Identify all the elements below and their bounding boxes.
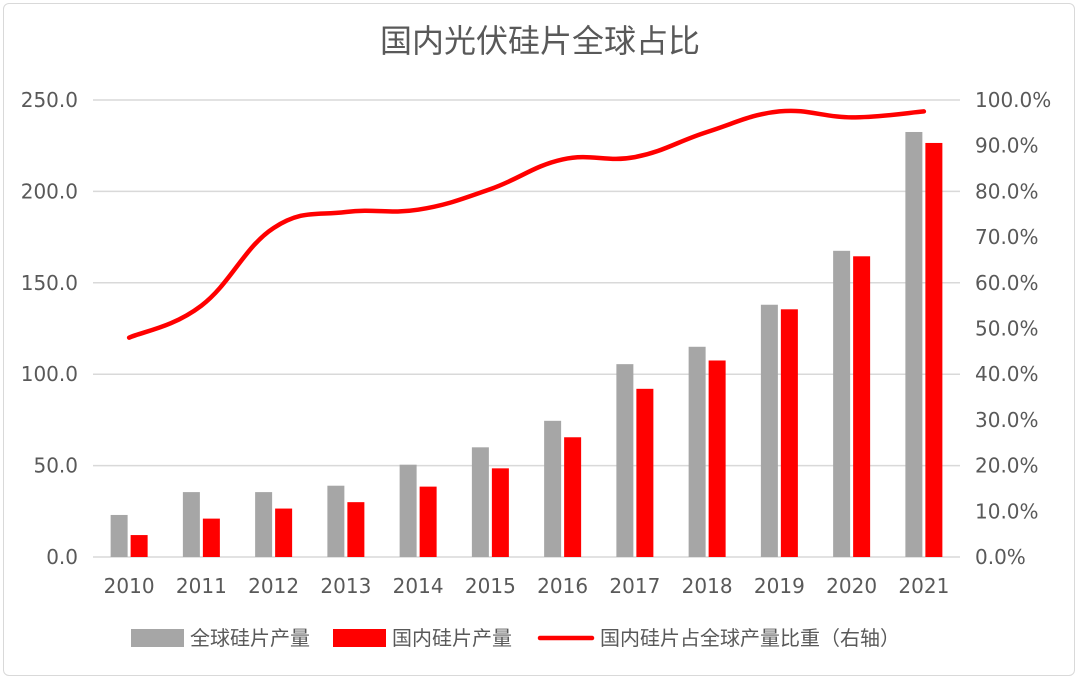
bar-global (255, 492, 273, 557)
x-tick-label: 2021 (898, 574, 949, 598)
ratio-line (126, 108, 927, 340)
bar-domestic (130, 535, 148, 557)
x-axis-ticks: 2010 2011 2012 2013 2014 2015 2016 2017 2018 2019… (104, 574, 950, 598)
right-tick-label: 60.0% (975, 271, 1039, 295)
bar-global (544, 420, 562, 557)
x-tick-label: 2015 (465, 574, 516, 598)
right-axis-ticks: 0.0% 10.0% 20.0% 30.0% 40.0% 50.0% 60.0% 70.0% 8… (975, 88, 1051, 569)
bar-domestic (636, 388, 654, 557)
right-tick-label: 10.0% (975, 499, 1039, 523)
legend-swatch-domestic (333, 629, 386, 647)
x-tick-label: 2018 (682, 574, 733, 598)
x-tick-label: 2017 (609, 574, 660, 598)
bar-domestic (275, 508, 293, 557)
left-tick-label: 150.0 (21, 271, 78, 295)
bars (110, 131, 943, 558)
bar-global (905, 131, 923, 558)
legend-label-domestic: 国内硅片产量 (392, 626, 512, 650)
x-tick-label: 2013 (320, 574, 371, 598)
left-tick-label: 100.0 (21, 362, 78, 386)
bar-global (110, 514, 128, 557)
right-tick-label: 100.0% (975, 88, 1051, 112)
gridlines (93, 99, 960, 558)
left-tick-label: 50.0 (33, 454, 78, 478)
bar-domestic (708, 360, 726, 557)
left-tick-label: 0.0 (46, 545, 78, 569)
x-tick-label: 2011 (176, 574, 227, 598)
bar-domestic (419, 486, 437, 557)
legend: 全球硅片产量 国内硅片产量 国内硅片占全球产量比重（右轴） (131, 626, 900, 650)
right-tick-label: 40.0% (975, 362, 1039, 386)
bar-global (760, 304, 778, 557)
legend-label-global: 全球硅片产量 (190, 626, 310, 650)
bar-global (471, 447, 489, 557)
bar-global (182, 492, 200, 557)
right-tick-label: 70.0% (975, 225, 1039, 249)
x-tick-label: 2020 (826, 574, 877, 598)
right-tick-label: 90.0% (975, 134, 1039, 158)
bar-domestic (347, 502, 365, 557)
x-tick-label: 2012 (248, 574, 299, 598)
right-tick-label: 0.0% (975, 545, 1026, 569)
left-tick-label: 200.0 (21, 179, 78, 203)
bar-global (833, 250, 851, 557)
legend-swatch-global (131, 629, 184, 647)
bar-domestic (925, 142, 943, 557)
bar-domestic (853, 256, 871, 557)
bar-global (616, 364, 634, 557)
bar-domestic (202, 518, 220, 557)
right-tick-label: 50.0% (975, 317, 1039, 341)
right-tick-label: 20.0% (975, 454, 1039, 478)
x-tick-label: 2019 (754, 574, 805, 598)
bar-domestic (491, 468, 509, 557)
bar-domestic (780, 309, 798, 557)
right-tick-label: 30.0% (975, 408, 1039, 432)
x-tick-label: 2016 (537, 574, 588, 598)
bar-domestic (564, 437, 582, 557)
chart-title: 国内光伏硅片全球占比 (380, 22, 700, 60)
bar-global (688, 346, 706, 557)
left-tick-label: 250.0 (21, 88, 78, 112)
x-tick-label: 2014 (393, 574, 444, 598)
bar-global (327, 485, 345, 557)
bar-global (399, 464, 417, 557)
left-axis-ticks: 0.0 50.0 100.0 150.0 200.0 250.0 (21, 88, 78, 569)
x-tick-label: 2010 (104, 574, 155, 598)
ratio-line-path (126, 108, 927, 340)
right-tick-label: 80.0% (975, 179, 1039, 203)
legend-label-ratio: 国内硅片占全球产量比重（右轴） (600, 626, 900, 650)
